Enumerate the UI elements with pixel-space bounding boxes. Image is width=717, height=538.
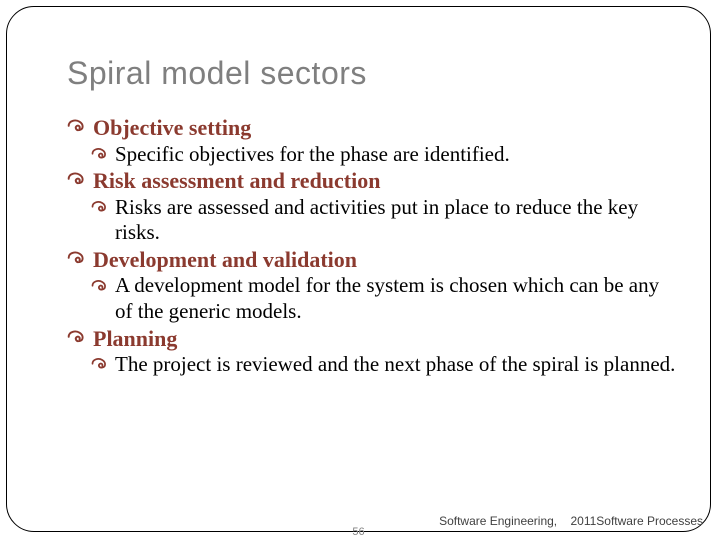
swirl-icon	[67, 117, 87, 133]
bullet-heading-text: Risk assessment and reduction	[93, 168, 380, 193]
swirl-icon	[67, 249, 87, 265]
slide-frame: Spiral model sectors Objective setting S…	[6, 6, 711, 532]
bullet-heading-text: Planning	[93, 326, 177, 351]
bullet-sub: A development model for the system is ch…	[91, 273, 680, 324]
footer-right: 2011Software Processes	[570, 514, 703, 528]
swirl-icon	[67, 170, 87, 186]
slide-title: Spiral model sectors	[67, 55, 680, 92]
bullet-heading: Risk assessment and reduction	[67, 167, 680, 195]
swirl-icon	[91, 356, 109, 370]
swirl-icon	[67, 328, 87, 344]
bullet-list: Objective setting Specific objectives fo…	[67, 114, 680, 378]
swirl-icon	[91, 146, 109, 160]
swirl-icon	[91, 278, 109, 292]
bullet-sub: Risks are assessed and activities put in…	[91, 195, 680, 246]
swirl-icon	[91, 199, 109, 213]
bullet-sub: Specific objectives for the phase are id…	[91, 142, 680, 168]
bullet-heading-text: Development and validation	[93, 247, 357, 272]
bullet-heading: Planning	[67, 325, 680, 353]
bullet-sub-text: Risks are assessed and activities put in…	[115, 195, 638, 245]
bullet-heading: Development and validation	[67, 246, 680, 274]
bullet-sub-text: The project is reviewed and the next pha…	[115, 352, 675, 376]
bullet-heading-text: Objective setting	[93, 115, 251, 140]
bullet-heading: Objective setting	[67, 114, 680, 142]
bullet-sub-text: Specific objectives for the phase are id…	[115, 142, 510, 166]
bullet-sub-text: A development model for the system is ch…	[115, 273, 659, 323]
page-number: 56	[352, 526, 364, 538]
footer: Software Engineering, 2011Software Proce…	[439, 514, 703, 528]
bullet-sub: The project is reviewed and the next pha…	[91, 352, 680, 378]
footer-left: Software Engineering,	[439, 514, 557, 528]
